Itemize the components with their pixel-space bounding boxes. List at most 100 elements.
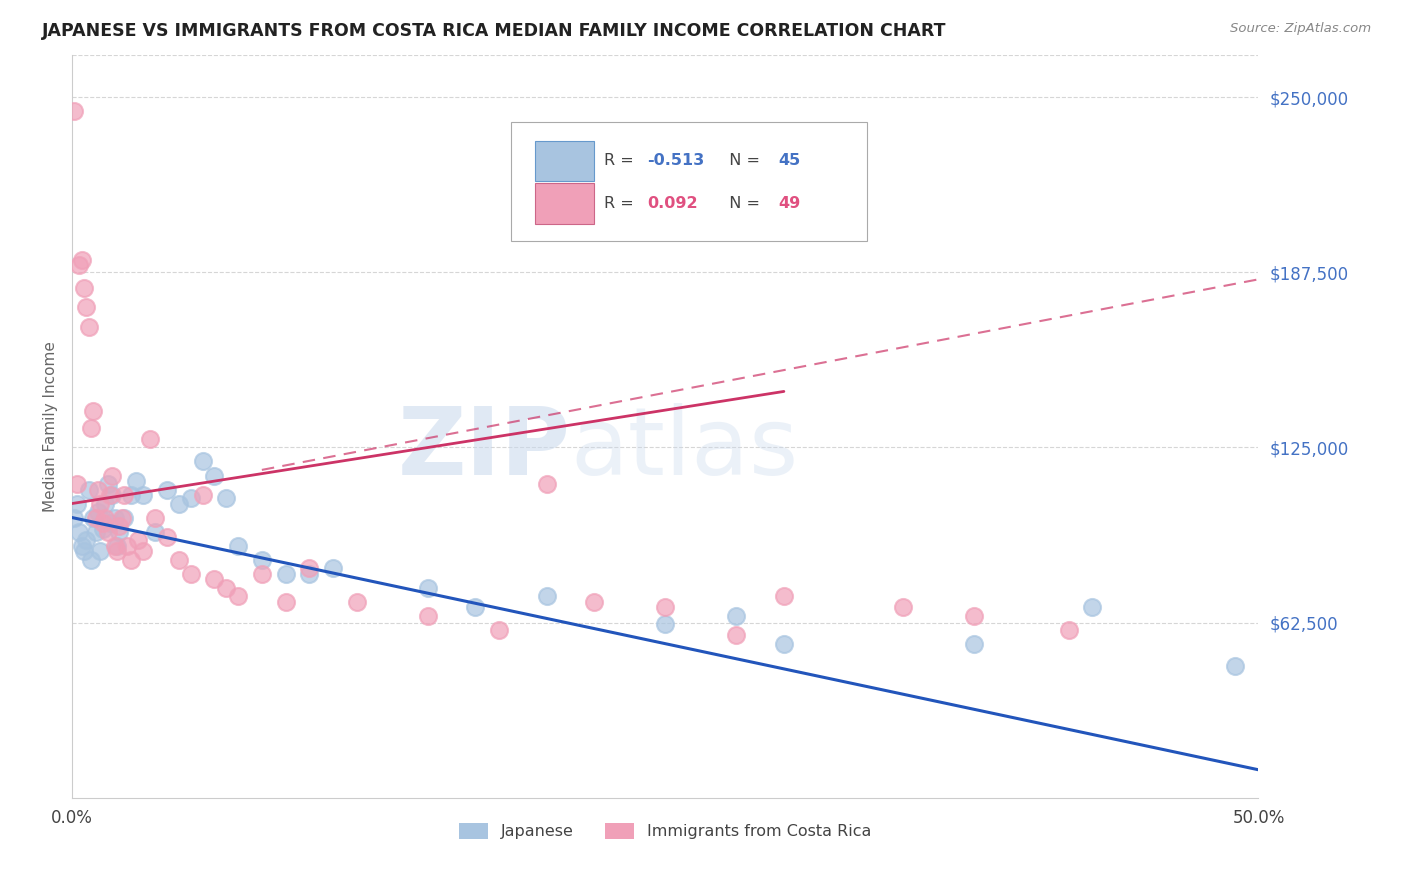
Point — [322, 561, 344, 575]
Point — [84, 510, 107, 524]
Point — [80, 421, 103, 435]
Point — [773, 589, 796, 603]
Point — [82, 404, 104, 418]
Point — [180, 491, 202, 505]
Point — [97, 477, 120, 491]
Point — [191, 488, 214, 502]
Point — [202, 468, 225, 483]
Point — [115, 539, 138, 553]
Point — [536, 589, 558, 603]
Point — [139, 432, 162, 446]
Text: R =: R = — [603, 196, 638, 211]
Point — [104, 539, 127, 553]
Point — [156, 530, 179, 544]
Point — [91, 522, 114, 536]
Point — [346, 594, 368, 608]
Point — [725, 628, 748, 642]
Point — [963, 608, 986, 623]
Point — [73, 281, 96, 295]
Point — [66, 497, 89, 511]
Text: N =: N = — [718, 196, 765, 211]
Point — [66, 477, 89, 491]
Text: 45: 45 — [778, 153, 800, 168]
Point — [156, 483, 179, 497]
Point — [120, 552, 142, 566]
Point — [180, 566, 202, 581]
Point — [298, 566, 321, 581]
Point — [1057, 623, 1080, 637]
Point — [274, 566, 297, 581]
Point — [963, 637, 986, 651]
Point — [80, 552, 103, 566]
Text: atlas: atlas — [571, 403, 799, 495]
Text: JAPANESE VS IMMIGRANTS FROM COSTA RICA MEDIAN FAMILY INCOME CORRELATION CHART: JAPANESE VS IMMIGRANTS FROM COSTA RICA M… — [42, 22, 946, 40]
Point — [70, 252, 93, 267]
Point — [298, 561, 321, 575]
Point — [70, 539, 93, 553]
Point — [98, 516, 121, 530]
Text: 0.092: 0.092 — [647, 196, 697, 211]
Point — [101, 468, 124, 483]
FancyBboxPatch shape — [534, 183, 595, 224]
Point — [125, 474, 148, 488]
Point — [773, 637, 796, 651]
Text: ZIP: ZIP — [398, 403, 571, 495]
Y-axis label: Median Family Income: Median Family Income — [44, 341, 58, 512]
Point — [67, 524, 90, 539]
Point — [104, 510, 127, 524]
FancyBboxPatch shape — [534, 141, 595, 181]
Point — [654, 617, 676, 632]
Point — [725, 608, 748, 623]
Point — [77, 483, 100, 497]
Point — [87, 505, 110, 519]
Point — [97, 524, 120, 539]
Point — [120, 488, 142, 502]
Text: N =: N = — [718, 153, 765, 168]
Point — [101, 488, 124, 502]
Point — [108, 524, 131, 539]
Point — [226, 589, 249, 603]
Point — [250, 552, 273, 566]
Point — [91, 516, 114, 530]
Point — [84, 524, 107, 539]
FancyBboxPatch shape — [510, 122, 868, 241]
Point — [274, 594, 297, 608]
Point — [89, 544, 111, 558]
Text: R =: R = — [603, 153, 638, 168]
Point — [112, 510, 135, 524]
Text: 49: 49 — [778, 196, 800, 211]
Point — [583, 594, 606, 608]
Point — [111, 510, 134, 524]
Point — [202, 572, 225, 586]
Point — [87, 483, 110, 497]
Point — [105, 544, 128, 558]
Point — [98, 488, 121, 502]
Point — [82, 510, 104, 524]
Point — [67, 258, 90, 272]
Text: Source: ZipAtlas.com: Source: ZipAtlas.com — [1230, 22, 1371, 36]
Point — [63, 104, 86, 119]
Legend: Japanese, Immigrants from Costa Rica: Japanese, Immigrants from Costa Rica — [453, 816, 877, 846]
Point — [77, 320, 100, 334]
Point — [215, 581, 238, 595]
Point — [105, 539, 128, 553]
Point — [191, 454, 214, 468]
Point — [891, 600, 914, 615]
Point — [226, 539, 249, 553]
Point — [1081, 600, 1104, 615]
Point — [89, 497, 111, 511]
Point — [143, 510, 166, 524]
Point — [167, 552, 190, 566]
Point — [250, 566, 273, 581]
Point — [416, 581, 439, 595]
Point — [75, 533, 97, 547]
Point — [416, 608, 439, 623]
Point — [1223, 659, 1246, 673]
Point — [488, 623, 510, 637]
Point — [127, 533, 149, 547]
Point — [132, 488, 155, 502]
Text: -0.513: -0.513 — [647, 153, 704, 168]
Point — [112, 488, 135, 502]
Point — [215, 491, 238, 505]
Point — [167, 497, 190, 511]
